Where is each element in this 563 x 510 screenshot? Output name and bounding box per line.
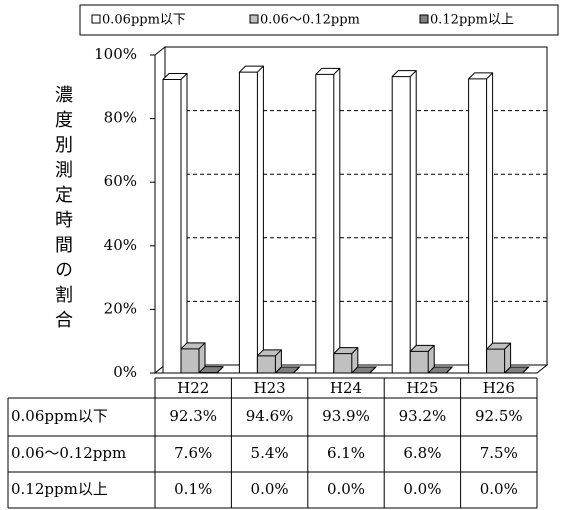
legend-label: 0.06ppm以下	[102, 13, 186, 28]
y-tick-label: 20%	[104, 299, 137, 317]
bar-edge	[428, 366, 453, 374]
x-tick-label: H22	[177, 379, 209, 397]
y-axis-label: 濃度別測定時間の割合	[52, 85, 73, 335]
bar-edge	[275, 366, 300, 374]
y-tick-label: 100%	[94, 45, 137, 63]
y-tick-label: 0%	[113, 363, 137, 381]
value-label: 0.0%	[480, 480, 518, 498]
value-label: 6.8%	[403, 444, 441, 462]
value-label: 0.0%	[327, 480, 365, 498]
row-header: 0.06～0.12ppm	[11, 444, 126, 462]
value-label: 92.5%	[475, 407, 523, 425]
legend-label: 0.06～0.12ppm	[260, 13, 360, 28]
x-tick-label: H23	[254, 379, 286, 397]
value-label: 0.1%	[174, 480, 212, 498]
value-label: 7.5%	[480, 444, 518, 462]
legend-box	[79, 4, 559, 36]
bar	[486, 342, 512, 374]
bar-edge	[351, 366, 377, 374]
value-label: 93.9%	[322, 407, 370, 425]
value-label: 5.4%	[251, 444, 289, 462]
y-tick-label: 40%	[104, 236, 137, 254]
row-header: 0.12ppm以上	[11, 480, 108, 498]
value-label: 92.3%	[169, 407, 217, 425]
bar	[315, 67, 341, 374]
x-tick-label: H26	[483, 379, 515, 397]
y-tick-label: 60%	[104, 172, 137, 190]
bar	[391, 70, 417, 374]
legend-swatch	[91, 14, 101, 24]
value-label: 93.2%	[399, 407, 447, 425]
bar	[180, 342, 206, 374]
bar	[238, 65, 264, 374]
value-label: 94.6%	[246, 407, 294, 425]
bar-edge	[504, 366, 529, 374]
legend-swatch	[249, 14, 259, 24]
y-tick-label: 80%	[104, 109, 137, 127]
value-label: 0.0%	[251, 480, 289, 498]
value-label: 7.6%	[174, 444, 212, 462]
bar	[162, 72, 188, 374]
x-tick-label: H24	[330, 379, 362, 397]
row-header: 0.06ppm以下	[11, 407, 108, 425]
bar	[468, 72, 494, 374]
value-label: 0.0%	[403, 480, 441, 498]
value-label: 6.1%	[327, 444, 365, 462]
x-tick-label: H25	[406, 379, 438, 397]
legend-swatch	[419, 14, 429, 24]
legend-label: 0.12ppm以上	[430, 13, 514, 28]
